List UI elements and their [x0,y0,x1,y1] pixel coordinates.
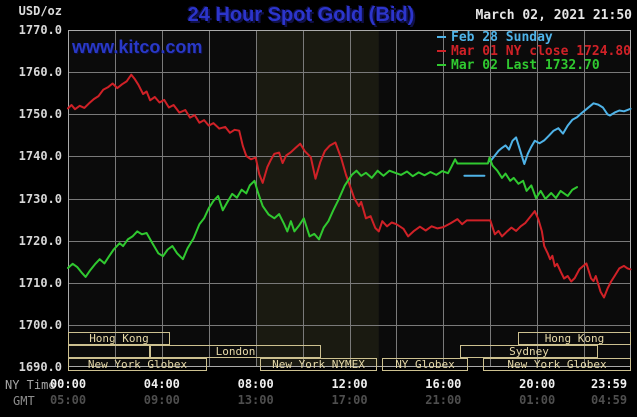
chart-datetime: March 02, 2021 21:50 [475,8,632,23]
session-box-sydney: Sydney [460,345,598,358]
session-label: Hong Kong [544,332,605,345]
session-box-london: London [150,345,321,358]
x-tick-ny-label: 16:00 [425,377,462,391]
plot-border [68,30,631,367]
x-tick-gmt-label: 21:00 [425,393,462,407]
session-box-new-york-globex: New York Globex [483,358,631,371]
y-tick-label: 1730.0 [18,191,62,206]
session-label: New York Globex [87,358,188,371]
y-tick-label: 1750.0 [18,107,62,122]
session-box-new-york-globex: New York Globex [68,358,207,371]
session-label: Sydney [509,345,549,358]
session-label: NY Globex [395,358,455,371]
session-label: New York NYMEX [272,358,365,371]
y-tick-label: 1700.0 [18,317,62,332]
x-tick-ny-label: 12:00 [331,377,368,391]
grid-lines [68,30,631,367]
y-tick-label: 1740.0 [18,149,62,164]
legend-dash-icon [437,50,446,52]
x-tick-ny-label: 23:59 [590,377,628,391]
x-tick-gmt-label: 05:00 [49,393,87,407]
nymex-session-band [256,30,379,367]
legend-item: Mar 02 Last 1732.70 [437,58,637,73]
session-box-new-york-nymex: New York NYMEX [260,358,377,371]
y-tick-label: 1710.0 [18,275,62,290]
kitco-watermark: www.kitco.com [72,37,203,57]
chart-legend: Feb 28 Sunday Mar 01 NY close 1724.80 Mar … [437,30,637,73]
chart-title: 24 Hour Spot Gold (Bid) [187,4,415,26]
x-tick-ny-label: 04:00 [143,377,180,391]
y-axis-unit-label: USD/oz [18,4,62,18]
session-box-ny-globex: NY Globex [382,358,468,371]
x-tick-gmt-label: 04:59 [590,393,628,407]
session-box-unlabeled [68,345,150,358]
gmt-row-label: GMT [13,394,35,408]
x-tick-gmt-label: 17:00 [331,393,368,407]
y-tick-label: 1760.0 [18,65,62,80]
legend-item-label: Feb 28 Sunday [451,30,553,45]
x-tick-gmt-label: 01:00 [519,393,556,407]
legend-dash-icon [437,64,446,66]
y-tick-label: 1770.0 [18,23,62,37]
legend-item: Mar 01 NY close 1724.80 [437,44,637,59]
series-line-0 [489,102,632,165]
ny-time-row-label: NY Time [5,378,56,392]
session-label: London [215,345,256,358]
legend-item-label: Mar 01 NY close 1724.80 [451,44,632,59]
y-tick-label: 1720.0 [18,233,62,248]
x-tick-gmt-label: 09:00 [143,393,180,407]
y-tick-label: 1690.0 [18,360,62,374]
session-label: Hong Kong [89,332,149,345]
session-box-hong-kong: Hong Kong [68,332,170,345]
session-label: New York Globex [507,358,607,371]
x-tick-ny-label: 20:00 [519,377,556,391]
legend-item: Feb 28 Sunday [437,30,637,45]
x-tick-gmt-label: 13:00 [237,393,274,407]
series-line-2 [67,156,578,278]
legend-dash-icon [437,36,446,38]
session-box-hong-kong: Hong Kong [518,332,631,345]
legend-item-label: Mar 02 Last 1732.70 [451,58,600,73]
x-tick-ny-label: 08:00 [237,377,274,391]
x-tick-ny-label: 00:00 [49,377,87,391]
series-line-1 [67,73,632,299]
